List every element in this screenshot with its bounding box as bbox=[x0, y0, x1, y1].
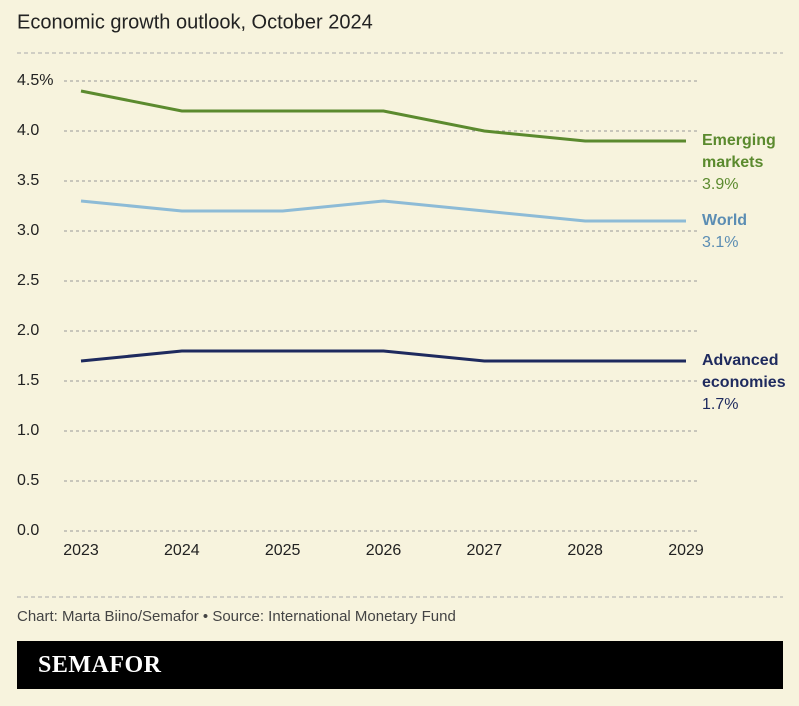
legend-entry: Advanced economies bbox=[702, 352, 786, 391]
y-tick-label: 3.0 bbox=[17, 222, 39, 239]
y-tick-label: 4.0 bbox=[17, 122, 39, 139]
series-line bbox=[80, 349, 686, 363]
series-label: World 3.1% bbox=[702, 210, 797, 254]
series-label: Advanced economies 1.7% bbox=[702, 350, 797, 416]
data-label: 3.9% bbox=[702, 176, 739, 193]
x-tick-label: 2026 bbox=[366, 542, 402, 559]
y-tick-label: 1.0 bbox=[17, 422, 39, 439]
y-tick-label: 0.5 bbox=[17, 472, 39, 489]
x-tick-label: 2024 bbox=[164, 542, 200, 559]
x-tick-label: 2025 bbox=[265, 542, 301, 559]
legend-entry: World bbox=[702, 212, 748, 229]
y-tick-label: 3.5 bbox=[17, 172, 39, 189]
data-label: 1.7% bbox=[702, 396, 739, 413]
source: Chart: Marta Biino/Semafor • Source: Int… bbox=[17, 608, 456, 625]
x-tick-label: 2028 bbox=[567, 542, 603, 559]
brand-bar: SEMAFOR bbox=[17, 641, 783, 689]
chart-title: Economic growth outlook, October 2024 bbox=[17, 11, 373, 33]
brand: SEMAFOR bbox=[38, 652, 162, 678]
x-tick-label: 2027 bbox=[467, 542, 503, 559]
data-label: 3.1% bbox=[702, 234, 739, 251]
y-tick-label: 4.5% bbox=[17, 72, 53, 89]
x-tick-label: 2023 bbox=[63, 542, 99, 559]
series-line bbox=[80, 199, 686, 223]
series-line bbox=[80, 89, 686, 143]
y-tick-label: 0.0 bbox=[17, 522, 39, 539]
legend-entry: Emerging markets bbox=[702, 132, 776, 171]
series-label: Emerging markets 3.9% bbox=[702, 130, 797, 196]
y-tick-label: 2.5 bbox=[17, 272, 39, 289]
y-tick-label: 1.5 bbox=[17, 372, 39, 389]
x-tick-label: 2029 bbox=[668, 542, 704, 559]
y-tick-label: 2.0 bbox=[17, 322, 39, 339]
